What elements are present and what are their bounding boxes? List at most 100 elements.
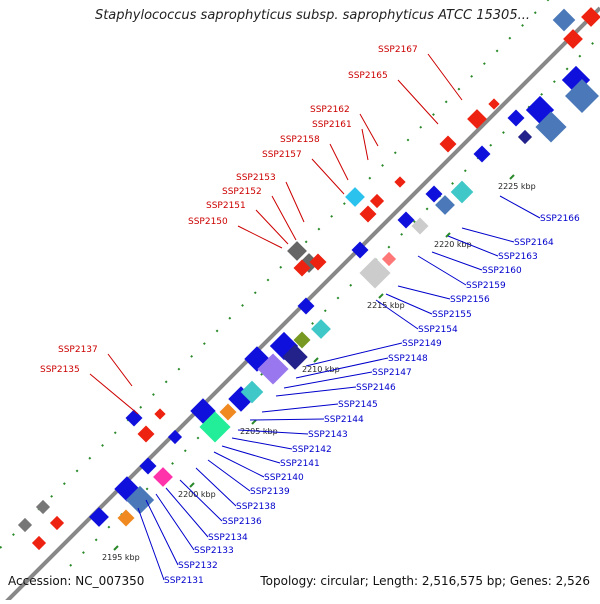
forward-leader-2	[237, 225, 283, 249]
reverse-gene-label-11[interactable]: SSP2144	[324, 415, 364, 425]
forward-gene-label-0[interactable]: SSP2135	[40, 365, 80, 375]
reverse-gene-16[interactable]	[297, 297, 315, 315]
reverse-gene-label-5[interactable]: SSP2138	[236, 502, 276, 512]
reverse-gene-25[interactable]	[435, 195, 455, 215]
forward-gene-label-6[interactable]: SSP2157	[262, 150, 302, 160]
tick-mark-4	[378, 293, 384, 299]
reverse-gene-label-21[interactable]: SSP2160	[482, 266, 522, 276]
reverse-gene-label-19[interactable]: SSP2156	[450, 295, 490, 305]
genome-summary-text: Topology: circular; Length: 2,516,575 bp…	[260, 574, 590, 588]
reverse-gene-20[interactable]	[359, 257, 391, 289]
forward-gene-label-5[interactable]: SSP2153	[236, 173, 276, 183]
reverse-gene-label-0[interactable]: SSP2131	[164, 576, 204, 586]
reverse-gene-8[interactable]	[199, 411, 231, 443]
forward-gene-4[interactable]	[125, 409, 143, 427]
reverse-gene-label-2[interactable]: SSP2133	[194, 546, 234, 556]
reverse-gene-label-9[interactable]: SSP2142	[292, 445, 332, 455]
reverse-gene-23[interactable]	[411, 217, 429, 235]
forward-gene-label-8[interactable]: SSP2161	[312, 120, 352, 130]
reverse-gene-label-8[interactable]: SSP2141	[280, 459, 320, 469]
tick-mark-0	[113, 545, 119, 551]
forward-leader-6	[311, 158, 345, 195]
reverse-leader-3	[165, 487, 209, 538]
reverse-gene-0[interactable]	[89, 507, 109, 527]
reverse-leader-12	[261, 403, 339, 413]
reverse-gene-9[interactable]	[219, 403, 237, 421]
forward-gene-13[interactable]	[369, 193, 385, 209]
reverse-gene-label-17[interactable]: SSP2154	[418, 325, 458, 335]
forward-gene-label-3[interactable]: SSP2151	[206, 201, 246, 211]
reverse-leader-22	[447, 235, 499, 257]
reverse-leader-23	[461, 227, 515, 243]
reverse-leader-24	[499, 195, 541, 219]
reverse-gene-17[interactable]	[293, 331, 311, 349]
forward-gene-6[interactable]	[154, 408, 166, 420]
forward-gene-2[interactable]	[31, 535, 47, 551]
reverse-gene-label-18[interactable]: SSP2155	[432, 310, 472, 320]
reverse-gene-label-13[interactable]: SSP2146	[356, 383, 396, 393]
reverse-gene-27[interactable]	[473, 145, 491, 163]
reverse-gene-label-10[interactable]: SSP2143	[308, 430, 348, 440]
tick-mark-6	[509, 174, 515, 180]
reverse-gene-label-22[interactable]: SSP2163	[498, 252, 538, 262]
reverse-gene-6[interactable]	[167, 429, 183, 445]
reverse-gene-label-14[interactable]: SSP2147	[372, 368, 412, 378]
reverse-gene-4[interactable]	[139, 457, 157, 475]
reverse-gene-label-7[interactable]: SSP2140	[264, 473, 304, 483]
reverse-gene-34[interactable]	[552, 8, 576, 32]
tick-label-6: 2225 kbp	[498, 182, 536, 191]
forward-gene-16[interactable]	[467, 109, 487, 129]
reverse-gene-29[interactable]	[517, 129, 533, 145]
tick-mark-1	[189, 482, 195, 488]
forward-gene-1[interactable]	[35, 499, 51, 515]
reverse-gene-3[interactable]	[117, 509, 135, 527]
reverse-gene-21[interactable]	[381, 251, 397, 267]
reverse-gene-label-16[interactable]: SSP2149	[402, 339, 442, 349]
forward-gene-label-1[interactable]: SSP2137	[58, 345, 98, 355]
reverse-gene-label-23[interactable]: SSP2164	[514, 238, 554, 248]
tick-mark-5	[445, 232, 451, 238]
reverse-gene-24[interactable]	[425, 185, 443, 203]
forward-gene-label-11[interactable]: SSP2167	[378, 45, 418, 55]
reverse-gene-15[interactable]	[282, 344, 308, 370]
reverse-leader-20	[417, 255, 467, 286]
forward-gene-14[interactable]	[394, 176, 406, 188]
reverse-gene-label-20[interactable]: SSP2159	[466, 281, 506, 291]
forward-gene-11[interactable]	[345, 187, 365, 207]
forward-gene-5[interactable]	[137, 425, 155, 443]
forward-gene-15[interactable]	[439, 135, 457, 153]
reverse-gene-22[interactable]	[397, 211, 415, 229]
reverse-gene-label-6[interactable]: SSP2139	[250, 487, 290, 497]
reverse-gene-label-3[interactable]: SSP2134	[208, 533, 248, 543]
forward-gene-label-10[interactable]: SSP2165	[348, 71, 388, 81]
forward-gene-10[interactable]	[309, 253, 327, 271]
reverse-gene-18[interactable]	[311, 319, 331, 339]
forward-gene-labels: SSP2135 SSP2137 SSP2150 SSP2151 SSP2152 SSP21…	[40, 45, 463, 415]
reverse-gene-19[interactable]	[351, 241, 369, 259]
reverse-gene-28[interactable]	[507, 109, 525, 127]
forward-gene-label-4[interactable]: SSP2152	[222, 187, 262, 197]
reverse-gene-13[interactable]	[257, 353, 289, 385]
reverse-gene-label-4[interactable]: SSP2136	[222, 517, 262, 527]
tick-label-1: 2200 kbp	[178, 490, 216, 499]
forward-gene-9[interactable]	[293, 259, 311, 277]
tick-mark-2	[251, 419, 257, 425]
forward-gene-label-9[interactable]: SSP2162	[310, 105, 350, 115]
forward-gene-7[interactable]	[287, 241, 307, 261]
forward-gene-label-7[interactable]: SSP2158	[280, 135, 320, 145]
reverse-gene-label-15[interactable]: SSP2148	[388, 354, 428, 364]
reverse-gene-26[interactable]	[450, 180, 474, 204]
reverse-leader-21	[431, 251, 483, 271]
forward-gene-label-2[interactable]: SSP2150	[188, 217, 228, 227]
forward-gene-3[interactable]	[49, 515, 65, 531]
reverse-gene-label-1[interactable]: SSP2132	[178, 561, 218, 571]
forward-gene-12[interactable]	[359, 205, 377, 223]
forward-leader-0	[89, 373, 139, 415]
forward-leader-11	[427, 53, 463, 101]
forward-gene-0[interactable]	[17, 517, 33, 533]
reverse-gene-label-24[interactable]: SSP2166	[540, 214, 580, 224]
reverse-leader-11	[249, 418, 325, 421]
reverse-gene-label-12[interactable]: SSP2145	[338, 400, 378, 410]
reverse-gene-5[interactable]	[153, 467, 173, 487]
